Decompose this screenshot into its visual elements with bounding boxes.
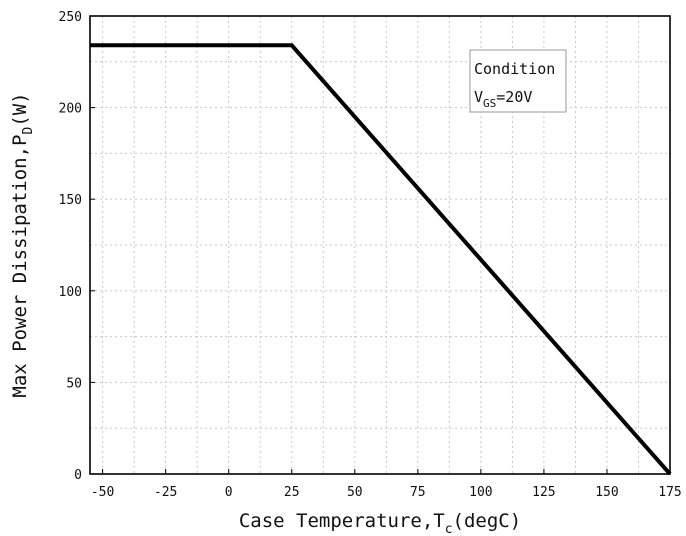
x-tick-label: -25 [154, 485, 177, 500]
x-tick-label: 125 [532, 485, 555, 500]
x-tick-label: 150 [595, 485, 618, 500]
y-tick-label: 200 [59, 102, 82, 117]
annotation-line-1: Condition [474, 60, 555, 78]
annotation-box: Condition VGS=20V [469, 49, 567, 113]
x-tick-label: 0 [225, 485, 233, 500]
y-tick-label: 50 [66, 376, 82, 391]
tick-marks [90, 15, 671, 475]
x-tick-label: 50 [347, 485, 363, 500]
x-axis-title: Case Temperature,Tc(degC) [239, 510, 521, 536]
y-tick-label: 250 [59, 10, 82, 25]
y-tick-label: 150 [59, 193, 82, 208]
x-tick-label: 175 [658, 485, 681, 500]
grid [90, 16, 670, 474]
y-tick-label: 100 [59, 285, 82, 300]
y-axis-title: Max Power Dissipation,PD(W) [9, 92, 36, 397]
x-tick-label: 75 [410, 485, 426, 500]
x-tick-label: -50 [91, 485, 114, 500]
plot-frame [89, 15, 671, 475]
annotation-frame [469, 49, 567, 113]
x-tick-label: 100 [469, 485, 492, 500]
y-tick-label: 0 [74, 468, 82, 483]
annotation-line-2: VGS=20V [474, 88, 532, 110]
series-layer [90, 43, 672, 476]
y-tick-labels: 0 50 100 150 200 250 [59, 10, 82, 483]
series-line [90, 43, 672, 476]
x-tick-labels: -50 -25 0 25 50 75 100 125 150 175 [91, 485, 682, 500]
x-tick-label: 25 [284, 485, 300, 500]
